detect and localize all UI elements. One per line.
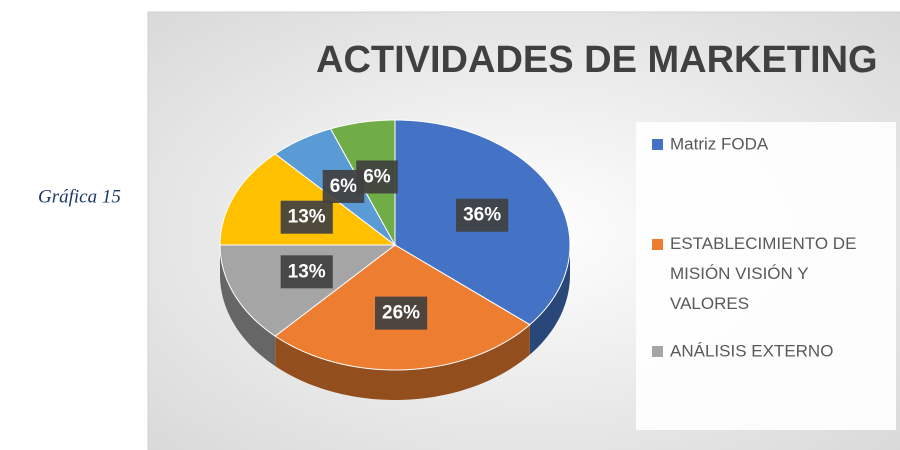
- data-label: 13%: [288, 207, 326, 228]
- data-label: 26%: [382, 303, 420, 324]
- data-label: 6%: [330, 176, 358, 197]
- data-label-box: [375, 296, 428, 330]
- caption: Gráfica 15: [38, 186, 121, 207]
- legend-label: ANÁLISIS EXTERNO: [670, 341, 833, 360]
- data-label-group: 13%: [280, 200, 333, 234]
- chart-title: ACTIVIDADES DE MARKETING: [316, 39, 878, 81]
- legend-swatch: [652, 239, 663, 250]
- data-label-box: [280, 255, 333, 289]
- data-label-group: 13%: [280, 255, 333, 289]
- legend-box: [636, 122, 896, 430]
- data-label-box: [456, 198, 509, 232]
- slice-side: [275, 324, 530, 400]
- data-label-box: [356, 160, 398, 194]
- legend-label: Matriz FODA: [670, 134, 769, 153]
- slice: [219, 153, 397, 246]
- legend-swatch: [652, 346, 663, 357]
- data-label-group: 36%: [456, 198, 509, 232]
- data-label: 36%: [463, 205, 501, 226]
- slice-side: [220, 245, 276, 367]
- data-label: 6%: [363, 166, 391, 187]
- slice-side: [529, 245, 570, 355]
- legend-swatch: [652, 139, 663, 150]
- data-label: 13%: [288, 261, 326, 282]
- legend-label: ESTABLECIMIENTO DE MISIÓN VISIÓN Y VALORES: [670, 234, 856, 313]
- data-label-group: 26%: [375, 296, 428, 330]
- data-label-box: [280, 200, 333, 234]
- slice: [219, 244, 397, 337]
- data-label-group: 6%: [356, 160, 398, 194]
